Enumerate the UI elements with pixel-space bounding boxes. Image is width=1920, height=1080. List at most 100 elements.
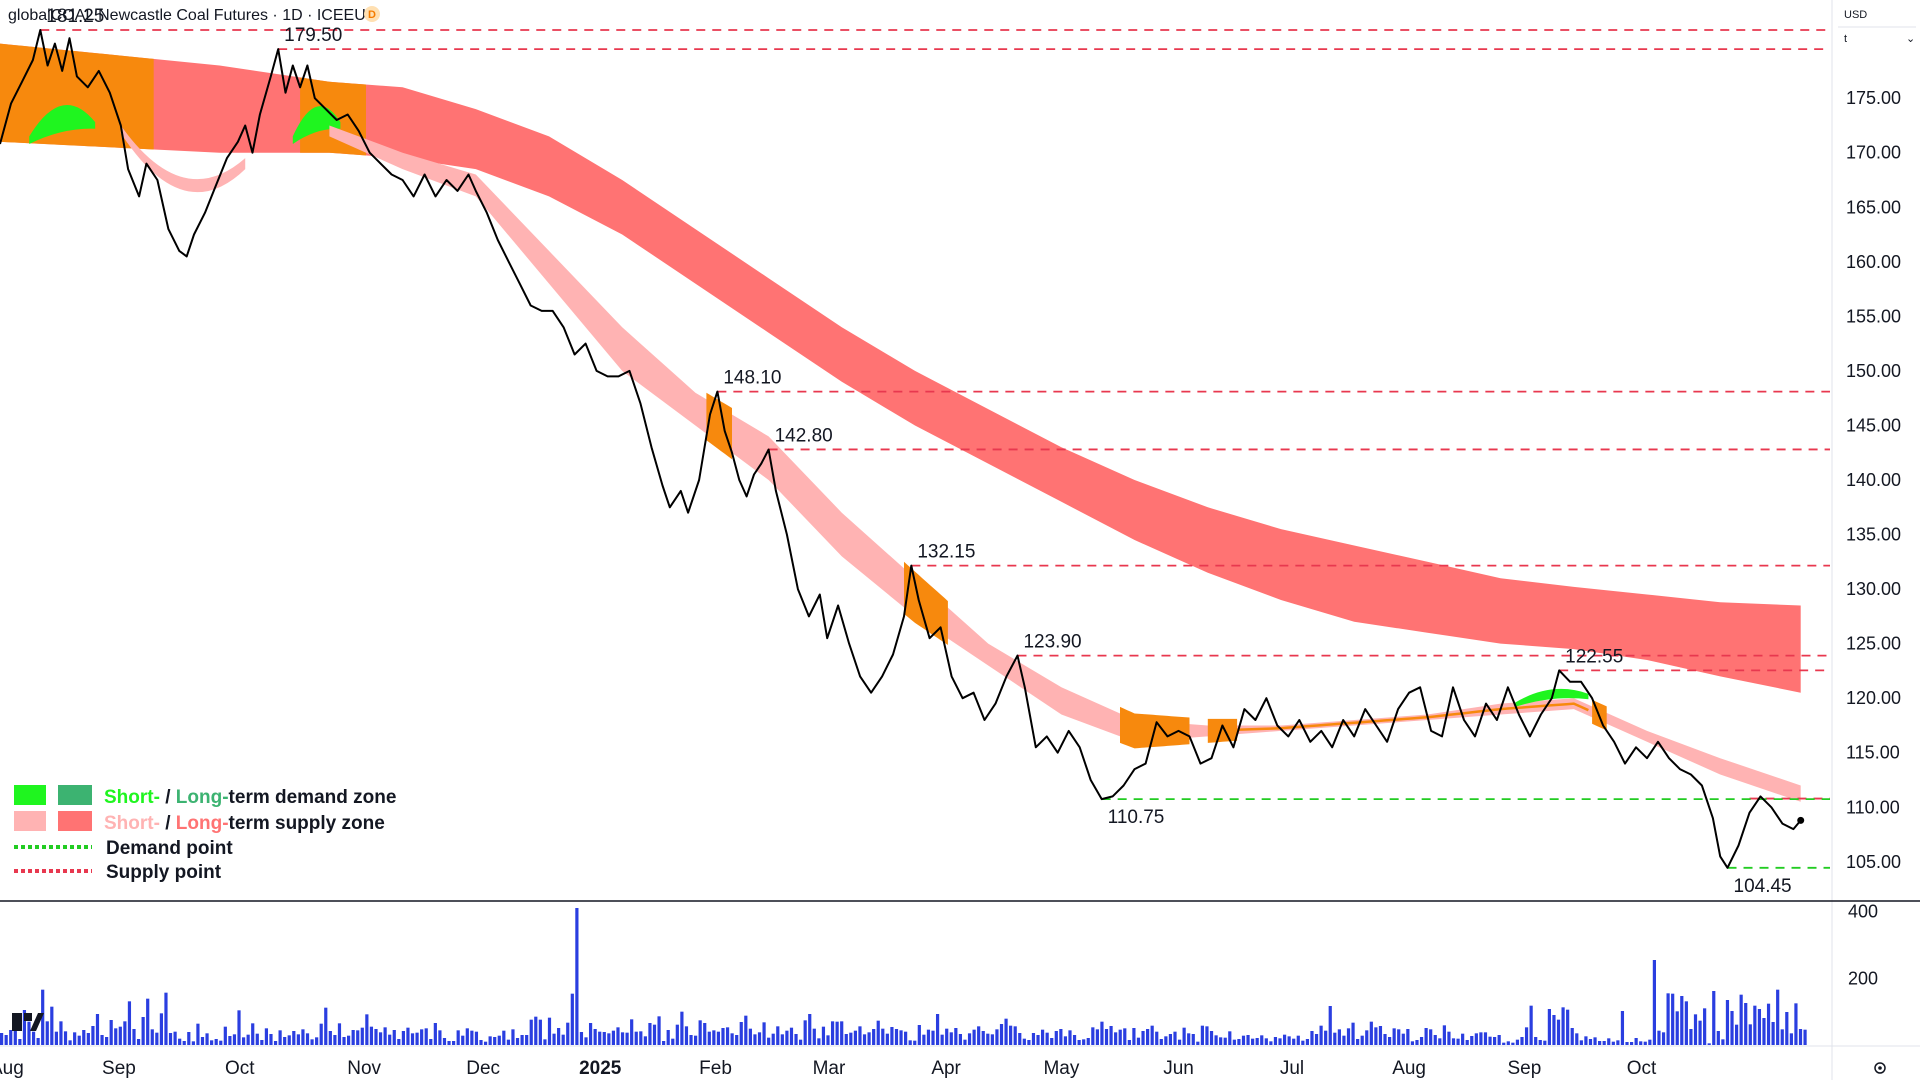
volume-bar — [1009, 1025, 1013, 1045]
long-band-neutral-segment — [0, 43, 154, 150]
volume-bar — [1104, 1029, 1109, 1045]
volume-bar — [1529, 1005, 1533, 1045]
time-tick-label: Sep — [102, 1058, 136, 1079]
volume-bar — [1132, 1028, 1136, 1045]
volume-bar — [1734, 1024, 1739, 1045]
volume-bar — [1780, 1029, 1784, 1045]
volume-bar — [657, 1016, 661, 1045]
volume-bar — [187, 1032, 191, 1045]
volume-bar — [237, 1010, 241, 1045]
legend-demand-long: Long- — [176, 787, 229, 808]
volume-bar — [607, 1033, 611, 1045]
gear-icon[interactable] — [1874, 1062, 1886, 1074]
volume-bar — [643, 1036, 647, 1045]
volume-bar — [310, 1039, 314, 1045]
volume-bar — [100, 1035, 104, 1045]
volume-bar — [1100, 1021, 1104, 1045]
volume-bar — [415, 1032, 419, 1045]
volume-bar — [474, 1031, 479, 1045]
volume-bar — [54, 1031, 58, 1045]
volume-bar — [830, 1021, 835, 1045]
price-series — [0, 29, 1805, 869]
volume-bar — [41, 989, 45, 1045]
volume-bar — [255, 1033, 259, 1045]
volume-bar — [82, 1030, 86, 1045]
volume-bar — [835, 1021, 839, 1045]
volume-bar — [196, 1023, 200, 1045]
volume-bar — [1255, 1038, 1259, 1045]
volume-bar — [191, 1041, 195, 1045]
volume-bar — [639, 1031, 643, 1045]
tradingview-logo-icon[interactable] — [12, 1013, 44, 1031]
volume-bar — [525, 1035, 529, 1045]
volume-bar — [1406, 1029, 1410, 1045]
volume-bar — [1438, 1038, 1442, 1045]
volume-bar — [118, 1026, 122, 1045]
volume-bar — [890, 1027, 894, 1045]
volume-bar — [506, 1039, 510, 1045]
chart-title: globalCOAL Newcastle Coal Futures · 1D ·… — [8, 7, 377, 24]
volume-bar — [351, 1030, 355, 1045]
volume-bar — [200, 1037, 205, 1045]
volume-bar — [63, 1031, 68, 1045]
price-tick-label: 115.00 — [1846, 743, 1900, 763]
volume-bar — [319, 1023, 323, 1045]
volume-tick-label: 200 — [1848, 968, 1878, 988]
volume-bar — [1493, 1037, 1497, 1045]
volume-bar — [456, 1030, 460, 1045]
volume-bar — [1447, 1031, 1451, 1045]
volume-bar — [684, 1026, 689, 1045]
volume-bar — [1684, 1001, 1688, 1045]
volume-bar — [913, 1040, 917, 1045]
time-tick-label: Sep — [1507, 1058, 1541, 1079]
volume-bar — [1164, 1036, 1168, 1045]
volume-bar — [652, 1024, 657, 1045]
volume-bar — [114, 1028, 118, 1045]
peak-label: 110.75 — [1108, 807, 1165, 828]
volume-bar — [301, 1029, 305, 1045]
volume-bar — [1356, 1039, 1360, 1045]
volume-bar — [424, 1028, 428, 1045]
peak-label: 122.55 — [1565, 646, 1623, 667]
volume-bar — [1378, 1026, 1383, 1045]
volume-bar — [1698, 1020, 1702, 1045]
volume-bar — [210, 1040, 214, 1045]
volume-bar — [894, 1029, 899, 1045]
volume-bar — [1748, 1024, 1752, 1045]
volume-bar — [1141, 1031, 1145, 1045]
currency-unit-selector[interactable]: USD t ⌄ — [1838, 2, 1916, 50]
svg-text:Short- / Long-term demand zone: Short- / Long-term demand zone — [104, 787, 396, 808]
volume-bar — [1534, 1037, 1538, 1045]
volume-bar — [552, 1033, 556, 1045]
volume-bar — [9, 1030, 13, 1045]
volume-bar — [1109, 1026, 1113, 1045]
volume-bar — [1766, 1003, 1771, 1045]
volume-bar — [1050, 1038, 1054, 1045]
legend-short-supply-swatch — [14, 811, 46, 831]
volume-bar — [529, 1019, 533, 1045]
peak-label: 132.15 — [917, 542, 975, 563]
volume-bar — [931, 1030, 935, 1045]
volume-bar — [273, 1041, 278, 1045]
volume-bar — [27, 1021, 31, 1045]
volume-bar — [260, 1040, 264, 1045]
volume-bar — [1620, 1011, 1625, 1045]
volume-bar — [1123, 1028, 1127, 1045]
volume-bar — [1429, 1029, 1433, 1045]
volume-bar — [1173, 1031, 1177, 1045]
volume-bar — [159, 1013, 163, 1045]
volume-bar — [1643, 1041, 1647, 1045]
volume-bar — [1013, 1026, 1017, 1045]
volume-bar — [342, 1037, 346, 1045]
volume-bar — [1616, 1040, 1620, 1045]
volume-bar — [1415, 1040, 1419, 1045]
volume-bar — [707, 1031, 711, 1045]
volume-bar — [1497, 1035, 1501, 1045]
volume-bar — [785, 1030, 789, 1045]
volume-bar — [1479, 1032, 1483, 1045]
volume-bar — [561, 1034, 565, 1045]
short-term-demand-zone — [292, 106, 341, 144]
volume-bar — [1552, 1015, 1556, 1045]
volume-bar — [397, 1039, 401, 1045]
volume-bar — [602, 1032, 606, 1045]
